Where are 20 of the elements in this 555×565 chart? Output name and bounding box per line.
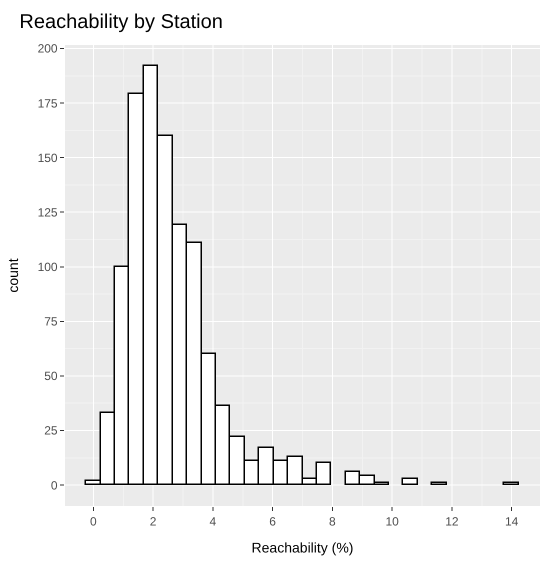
x-tick-label: 6 — [269, 514, 276, 528]
y-axis-title: count — [5, 258, 22, 293]
y-tick-label: 150 — [38, 150, 58, 165]
x-axis-title: Reachability (%) — [252, 540, 354, 556]
y-tick-label: 175 — [38, 96, 58, 110]
y-tick-label: 25 — [44, 424, 58, 438]
x-tick-label: 14 — [504, 514, 519, 528]
y-tick-label: 200 — [38, 42, 58, 56]
x-tick-label: 0 — [90, 514, 98, 528]
y-tick-label: 50 — [44, 369, 58, 384]
x-tick-label: 8 — [329, 514, 336, 528]
x-tick-label: 10 — [385, 514, 400, 528]
y-tick-label: 0 — [50, 478, 58, 492]
y-tick-label: 100 — [38, 260, 58, 274]
x-tick-label: 4 — [210, 514, 217, 528]
chart-title: Reachability by Station — [19, 11, 223, 34]
y-tick-label: 125 — [38, 205, 58, 220]
x-tick-label: 12 — [445, 514, 459, 528]
x-tick-label: 2 — [150, 514, 157, 528]
y-tick-label: 75 — [44, 314, 58, 329]
